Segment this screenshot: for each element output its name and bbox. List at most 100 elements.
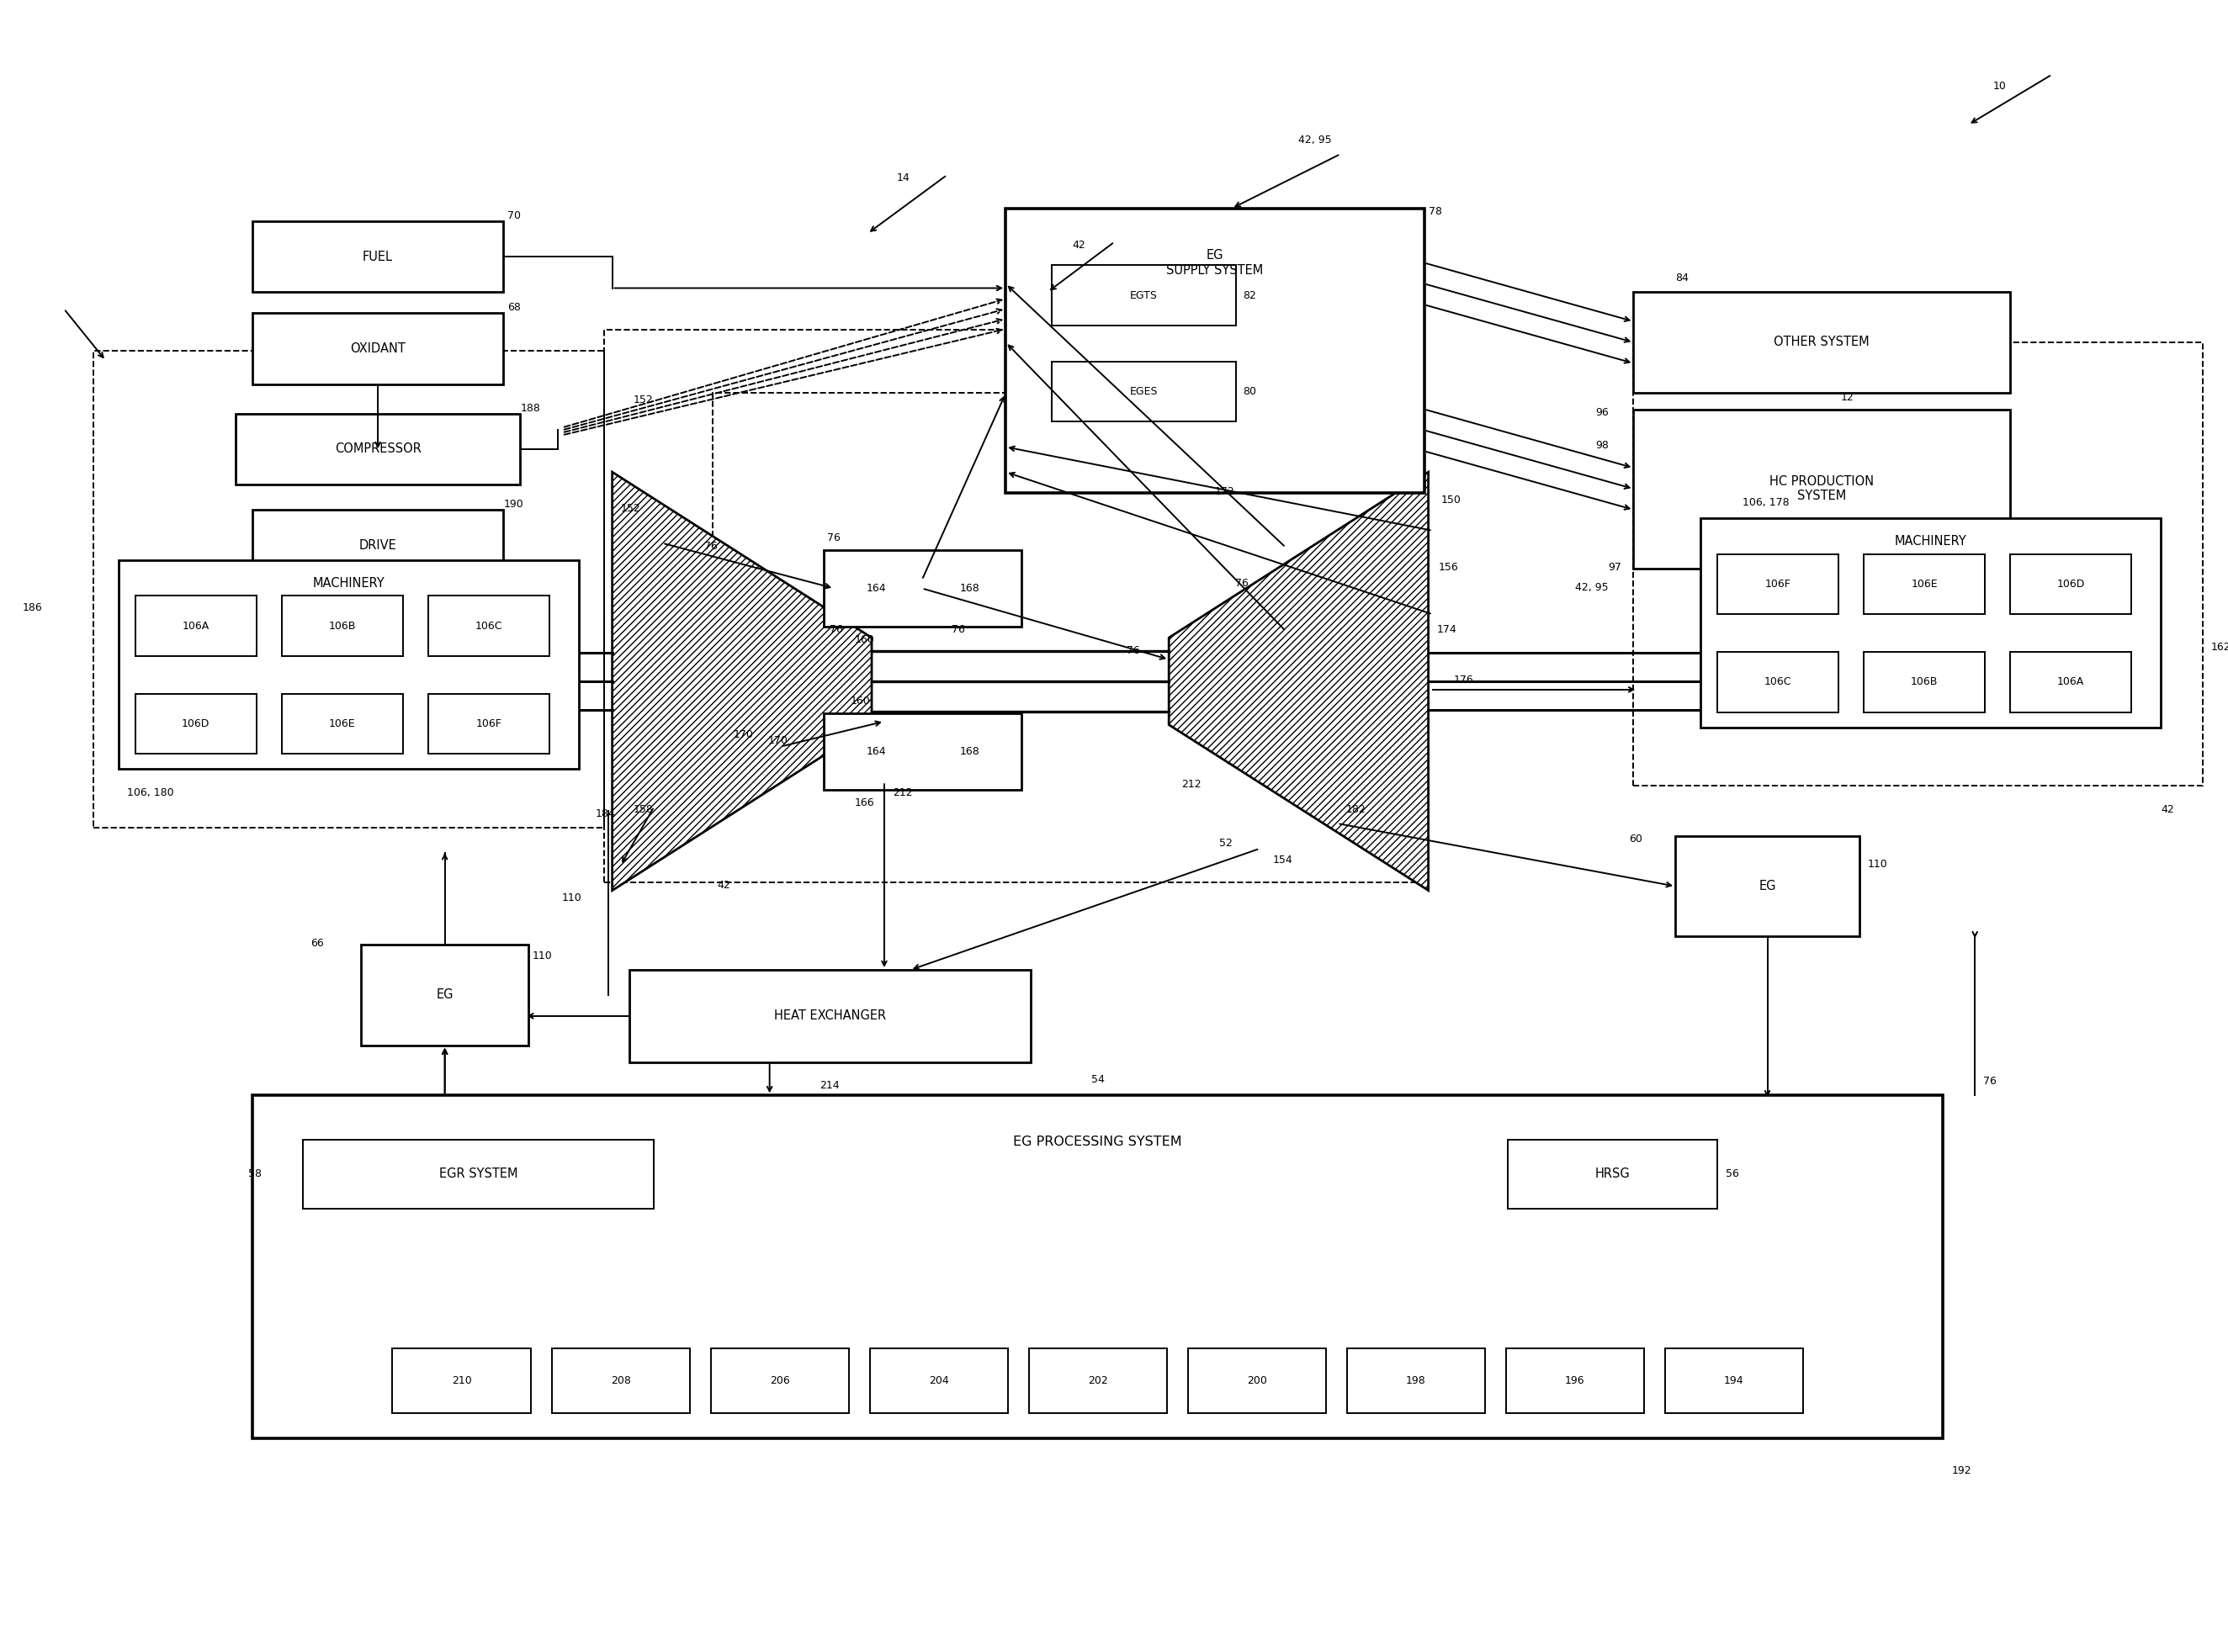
Text: 10: 10 [1994, 81, 2007, 91]
Text: 176: 176 [1453, 674, 1473, 686]
Text: 186: 186 [22, 601, 42, 613]
Text: MACHINERY: MACHINERY [1894, 535, 1967, 548]
Text: 42: 42 [717, 879, 731, 890]
Text: 106D: 106D [183, 719, 209, 730]
Text: 110: 110 [532, 950, 553, 961]
Text: 170: 170 [769, 735, 789, 747]
Text: 214: 214 [820, 1080, 840, 1092]
Text: 150: 150 [1442, 494, 1462, 506]
Text: 106E: 106E [1912, 578, 1938, 590]
Bar [604, 330, 1424, 882]
Bar [252, 1095, 1943, 1439]
Bar [1863, 653, 1985, 712]
Text: MACHINERY: MACHINERY [312, 577, 385, 590]
Text: 204: 204 [929, 1376, 949, 1386]
Text: 198: 198 [1406, 1376, 1426, 1386]
Polygon shape [613, 472, 871, 890]
Bar [252, 221, 504, 292]
Text: 66: 66 [312, 938, 323, 948]
Bar [118, 560, 579, 770]
Bar [136, 694, 256, 753]
Text: 172: 172 [1214, 486, 1234, 497]
Bar [711, 1348, 849, 1414]
Text: OXIDANT: OXIDANT [350, 342, 405, 355]
Text: COMPRESSOR: COMPRESSOR [334, 443, 421, 456]
Text: 170: 170 [733, 729, 753, 740]
Text: 106B: 106B [1912, 677, 1938, 687]
Bar [1675, 836, 1860, 937]
Text: 42, 95: 42, 95 [1299, 135, 1332, 145]
Bar [553, 1348, 691, 1414]
Text: DRIVE: DRIVE [359, 539, 397, 552]
Bar [281, 694, 403, 753]
Text: 156: 156 [1439, 562, 1459, 573]
Text: 206: 206 [769, 1376, 789, 1386]
Text: 106D: 106D [2056, 578, 2085, 590]
Bar [2010, 653, 2132, 712]
Text: 110: 110 [561, 892, 582, 904]
Text: 42, 95: 42, 95 [1575, 583, 1609, 593]
Bar [1052, 362, 1237, 421]
Text: EGTS: EGTS [1130, 291, 1159, 301]
Text: EG PROCESSING SYSTEM: EG PROCESSING SYSTEM [1014, 1135, 1183, 1148]
Bar [1633, 292, 2010, 393]
Text: EGES: EGES [1130, 387, 1159, 396]
Text: 166: 166 [856, 798, 876, 808]
Text: 12: 12 [1840, 392, 1854, 403]
Text: FUEL: FUEL [363, 249, 392, 263]
Polygon shape [1170, 472, 1428, 890]
Bar [824, 714, 1023, 790]
Bar [281, 596, 403, 656]
Text: EG: EG [437, 990, 455, 1001]
Text: 106B: 106B [330, 621, 356, 631]
Bar [1700, 519, 2161, 727]
Text: 106F: 106F [477, 719, 501, 730]
Text: 106, 180: 106, 180 [127, 788, 174, 798]
Bar [1346, 1348, 1484, 1414]
Text: 106E: 106E [330, 719, 356, 730]
Text: 202: 202 [1087, 1376, 1107, 1386]
Bar [1863, 553, 1985, 615]
Bar [1506, 1348, 1644, 1414]
Text: EGR SYSTEM: EGR SYSTEM [439, 1168, 517, 1181]
Text: 96: 96 [1595, 406, 1609, 418]
Text: 106F: 106F [1765, 578, 1791, 590]
Bar [136, 596, 256, 656]
Text: 52: 52 [1219, 838, 1232, 849]
Text: 60: 60 [1629, 834, 1642, 844]
Text: 80: 80 [1243, 387, 1257, 396]
Text: 182: 182 [1346, 805, 1366, 814]
Text: 70: 70 [508, 210, 521, 221]
Bar [927, 558, 1012, 618]
Text: 194: 194 [1724, 1376, 1745, 1386]
Text: 192: 192 [1952, 1465, 1972, 1477]
Text: 76: 76 [827, 532, 840, 544]
Bar [824, 550, 1023, 626]
Text: 76: 76 [829, 624, 842, 636]
Bar [1633, 342, 2203, 786]
Text: 42: 42 [2161, 805, 2175, 814]
Text: 196: 196 [1564, 1376, 1584, 1386]
Text: 154: 154 [1272, 854, 1292, 866]
Text: 98: 98 [1595, 439, 1609, 451]
Text: 78: 78 [1428, 206, 1442, 216]
Text: HRSG: HRSG [1595, 1168, 1631, 1181]
Text: HEAT EXCHANGER: HEAT EXCHANGER [773, 1009, 887, 1023]
Text: OTHER SYSTEM: OTHER SYSTEM [1773, 335, 1869, 349]
Bar [833, 722, 918, 781]
Bar [1005, 208, 1424, 492]
Text: 212: 212 [893, 788, 913, 798]
Text: 68: 68 [508, 302, 521, 312]
Bar [236, 413, 519, 484]
Text: 76: 76 [951, 624, 965, 636]
Text: 58: 58 [247, 1168, 261, 1180]
Bar [392, 1348, 530, 1414]
Bar [628, 970, 1032, 1062]
Text: 152: 152 [622, 502, 642, 514]
Text: 76: 76 [1983, 1075, 1996, 1087]
Text: 106C: 106C [1765, 677, 1791, 687]
Bar [833, 558, 918, 618]
Text: 14: 14 [898, 172, 909, 183]
Text: 106, 178: 106, 178 [1742, 497, 1789, 509]
Text: 200: 200 [1248, 1376, 1268, 1386]
